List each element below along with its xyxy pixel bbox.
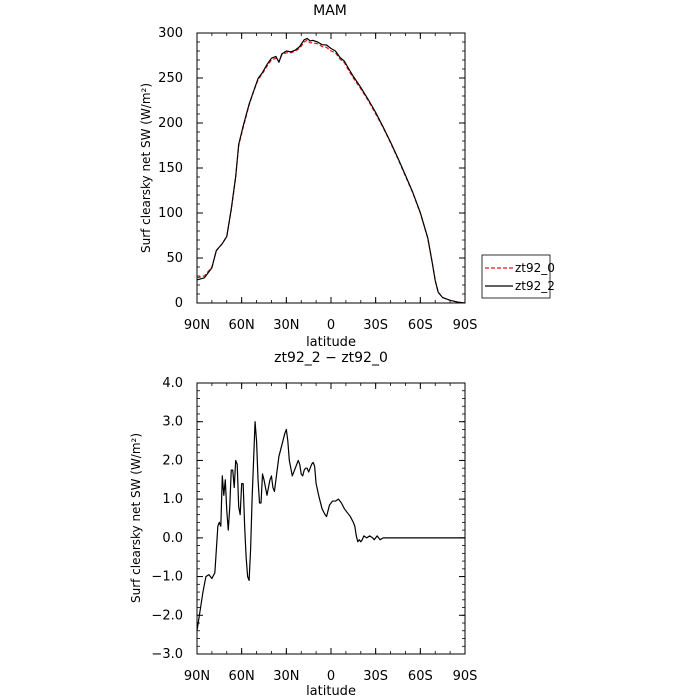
bottom-y-axis-label: Surf clearsky net SW (W/m²) (129, 433, 143, 603)
bottom-y-tick-label: 3.0 (162, 415, 183, 430)
top-chart-title: MAM (313, 3, 347, 19)
top-x-tick-label: 0 (327, 318, 335, 333)
bottom-y-tick-label: −2.0 (151, 608, 183, 623)
bottom-x-tick-label: 0 (327, 669, 335, 684)
bottom-x-tick-label: 90S (453, 669, 478, 684)
bottom-chart-panel: zt92_2 − zt92_0 90N 60N 30N 0 30S 60S 90S −3.0 −… (129, 350, 477, 699)
top-y-tick-label: 250 (158, 71, 183, 86)
top-y-tick-label: 200 (158, 116, 183, 131)
top-y-axis-label: Surf clearsky net SW (W/m²) (139, 83, 153, 253)
bottom-x-axis-label: latitude (306, 684, 356, 699)
bottom-y-tick-label: 1.0 (162, 492, 183, 507)
top-x-axis-label: latitude (306, 335, 356, 350)
bottom-y-tick-label: −1.0 (151, 570, 183, 585)
bottom-x-tick-label: 90N (184, 669, 210, 684)
bottom-series-line-difference (196, 421, 465, 631)
top-y-tick-label: 150 (158, 161, 183, 176)
bottom-chart-title: zt92_2 − zt92_0 (274, 350, 388, 366)
bottom-y-tick-label: −3.0 (151, 647, 183, 662)
legend: zt92_0 zt92_2 (481, 254, 555, 299)
top-x-tick-label: 30S (363, 318, 388, 333)
top-x-tick-label: 60S (408, 318, 433, 333)
top-chart-panel: MAM 90N 60N 30N 0 30S 60S 90S 0 50 100 150 200 250 30… (139, 3, 555, 350)
top-series-line-zt92-2 (196, 37, 466, 304)
bottom-y-tick-label: 4.0 (162, 376, 183, 391)
top-x-tick-label: 90N (184, 318, 210, 333)
top-y-tick-label: 300 (158, 26, 183, 41)
bottom-x-tick-label: 60S (408, 669, 433, 684)
top-plot-frame (196, 32, 466, 304)
bottom-x-tick-label: 60N (229, 669, 255, 684)
top-y-tick-label: 0 (175, 296, 183, 311)
bottom-x-tick-label: 30N (273, 669, 299, 684)
bottom-y-tick-label: 0.0 (162, 531, 183, 546)
bottom-x-tick-label: 30S (363, 669, 388, 684)
top-y-tick-label: 100 (158, 206, 183, 221)
top-series-line-zt92-0 (196, 39, 466, 304)
top-x-tick-label: 30N (273, 318, 299, 333)
top-x-tick-label: 60N (229, 318, 255, 333)
legend-box (481, 254, 551, 299)
legend-label-zt92-0: zt92_0 (515, 261, 555, 275)
top-x-tick-label: 90S (453, 318, 478, 333)
bottom-y-tick-label: 2.0 (162, 453, 183, 468)
bottom-plot-frame (196, 382, 466, 655)
legend-label-zt92-2: zt92_2 (515, 279, 555, 293)
top-y-tick-label: 50 (166, 251, 183, 266)
